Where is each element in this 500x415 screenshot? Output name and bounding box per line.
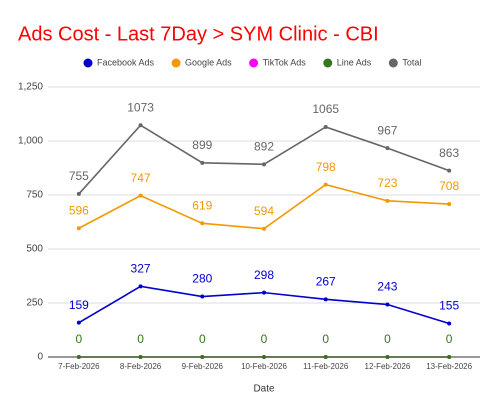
data-point (447, 202, 452, 207)
data-label: 967 (377, 123, 397, 137)
data-point (200, 221, 205, 226)
data-label: 0 (137, 332, 144, 346)
data-label: 708 (439, 179, 459, 193)
x-tick-label: 13-Feb-2026 (426, 362, 472, 371)
data-point (323, 124, 328, 129)
data-point (138, 193, 143, 198)
data-point (138, 284, 143, 289)
data-label: 747 (131, 171, 151, 185)
data-label: 0 (76, 332, 83, 346)
x-tick-label: 7-Feb-2026 (58, 362, 100, 371)
data-label: 0 (446, 332, 453, 346)
data-point (447, 355, 452, 359)
data-label: 863 (439, 146, 459, 160)
data-point (76, 226, 81, 231)
chart-title: Ads Cost - Last 7Day > SYM Clinic - CBI (18, 23, 379, 45)
data-point (262, 162, 266, 167)
y-tick-label: 750 (26, 190, 43, 201)
y-tick-label: 0 (37, 352, 43, 363)
data-label: 0 (261, 332, 268, 346)
data-point (262, 290, 266, 295)
x-axis-label: Date (253, 384, 275, 395)
data-label: 267 (316, 274, 336, 288)
data-point (138, 355, 143, 359)
data-point (323, 182, 328, 187)
y-tick-label: 500 (26, 244, 43, 255)
data-label: 280 (192, 272, 212, 286)
data-point (385, 146, 390, 151)
data-label: 155 (439, 299, 459, 313)
data-label: 159 (69, 298, 89, 312)
legend-label: Facebook Ads (97, 57, 155, 67)
data-point (76, 355, 81, 359)
x-tick-label: 12-Feb-2026 (365, 362, 411, 371)
legend-marker (249, 58, 259, 68)
legend-label: Line Ads (337, 57, 372, 67)
data-label: 596 (69, 203, 89, 217)
y-tick-label: 1,000 (18, 136, 43, 147)
data-label: 327 (131, 262, 151, 276)
legend-marker (323, 58, 333, 68)
data-point (385, 198, 390, 203)
data-label: 243 (377, 280, 397, 294)
legend-label: TikTok Ads (263, 57, 307, 67)
data-label: 899 (192, 138, 212, 152)
data-label: 0 (199, 332, 206, 346)
data-point (200, 160, 205, 165)
data-label: 1073 (127, 100, 154, 114)
data-label: 594 (254, 204, 274, 218)
data-point (447, 321, 452, 326)
data-point (323, 355, 328, 359)
x-tick-label: 10-Feb-2026 (241, 362, 287, 371)
legend-marker (171, 58, 181, 68)
data-point (385, 302, 390, 307)
y-tick-label: 1,250 (18, 82, 43, 93)
data-point (200, 294, 205, 299)
data-label: 298 (254, 268, 274, 282)
data-point (447, 168, 452, 173)
x-tick-label: 11-Feb-2026 (303, 362, 349, 371)
data-point (323, 297, 328, 302)
data-label: 1065 (312, 102, 339, 116)
data-point (200, 355, 205, 359)
data-label: 798 (316, 160, 336, 174)
x-tick-label: 8-Feb-2026 (120, 362, 162, 371)
data-point (76, 191, 81, 196)
y-tick-label: 250 (26, 298, 43, 309)
legend-marker (388, 58, 398, 68)
data-point (76, 320, 81, 325)
legend-label: Google Ads (185, 57, 232, 67)
data-point (138, 123, 143, 128)
x-tick-label: 9-Feb-2026 (182, 362, 224, 371)
data-label: 0 (322, 332, 329, 346)
data-label: 0 (384, 332, 391, 346)
data-point (385, 355, 390, 359)
data-label: 619 (192, 198, 212, 212)
data-label: 892 (254, 139, 274, 153)
data-label: 755 (69, 169, 89, 183)
legend-marker (83, 58, 93, 68)
data-label: 723 (377, 176, 397, 190)
data-point (262, 355, 266, 359)
legend-label: Total (402, 57, 421, 67)
data-point (262, 226, 266, 231)
